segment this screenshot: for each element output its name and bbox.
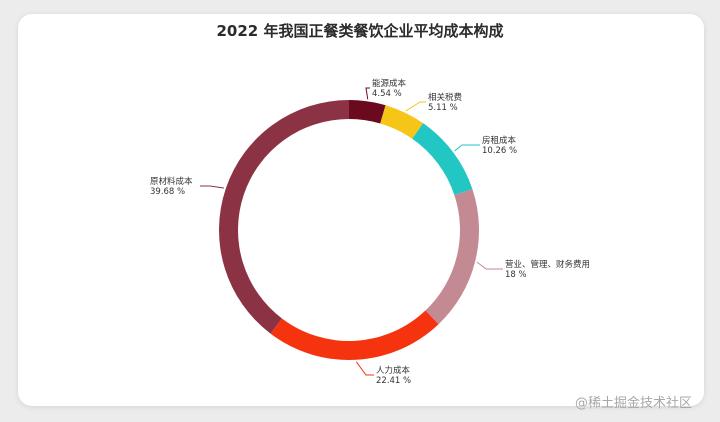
slice-label: 营业、管理、财务费用 <box>505 259 590 270</box>
slice-label: 人力成本 <box>376 365 411 376</box>
donut-slice <box>219 100 349 334</box>
donut-slice <box>380 105 424 139</box>
watermark: @稀土掘金技术社区 <box>575 396 693 411</box>
leader-line <box>355 361 374 376</box>
slice-value-label: 39.68 % <box>150 187 185 197</box>
donut-slice <box>412 123 473 196</box>
slice-value-label: 5.11 % <box>428 103 458 113</box>
donut-slice <box>349 100 386 124</box>
leader-line <box>454 144 480 152</box>
slice-value-label: 18 % <box>505 270 527 280</box>
chart-title: 2022 年我国正餐类餐饮企业平均成本构成 <box>216 22 504 40</box>
slice-value-label: 4.54 % <box>372 89 402 99</box>
donut-slice <box>270 310 439 360</box>
leader-line <box>405 101 426 112</box>
slice-value-label: 22.41 % <box>376 376 411 386</box>
slice-label: 原材料成本 <box>150 176 193 187</box>
donut-slice <box>425 189 479 325</box>
slice-label: 能源成本 <box>372 78 407 89</box>
slice-label: 房租成本 <box>482 135 517 146</box>
leader-line <box>365 87 370 100</box>
slice-value-label: 10.26 % <box>482 146 517 156</box>
leader-line <box>200 185 224 189</box>
slice-label: 相关税费 <box>428 92 463 103</box>
leader-line <box>476 261 503 270</box>
